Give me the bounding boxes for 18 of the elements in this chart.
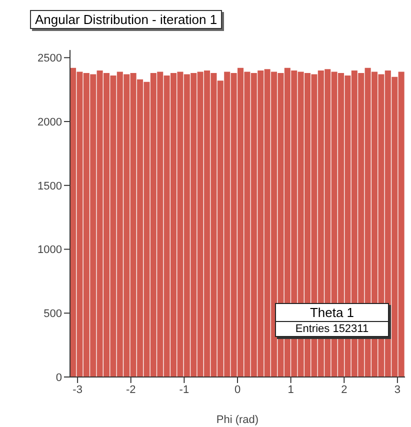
y-tick-label: 500 [44, 308, 62, 320]
x-tick-label: 2 [341, 384, 348, 396]
x-tick-label: -3 [72, 384, 82, 396]
stats-box: Theta 1 Entries 152311 [275, 303, 389, 337]
y-tick-label: 2500 [38, 52, 62, 65]
x-axis-title: Phi (rad) [216, 414, 259, 426]
y-tick-label: 2000 [38, 116, 62, 128]
chart-title: Angular Distribution - iteration 1 [30, 10, 222, 29]
x-tick-label: 0 [234, 384, 241, 396]
x-tick-label: 1 [288, 384, 294, 396]
x-tick-label: 3 [394, 384, 401, 396]
annotation: Entries 152311 [276, 321, 388, 336]
annotation: Theta 1 [308, 304, 356, 321]
x-tick-label: -1 [179, 384, 190, 396]
y-tick-label: 1500 [38, 180, 62, 192]
y-tick-label: 1000 [38, 244, 62, 256]
x-tick-label: -2 [126, 384, 136, 396]
y-tick-label: 0 [56, 372, 62, 384]
